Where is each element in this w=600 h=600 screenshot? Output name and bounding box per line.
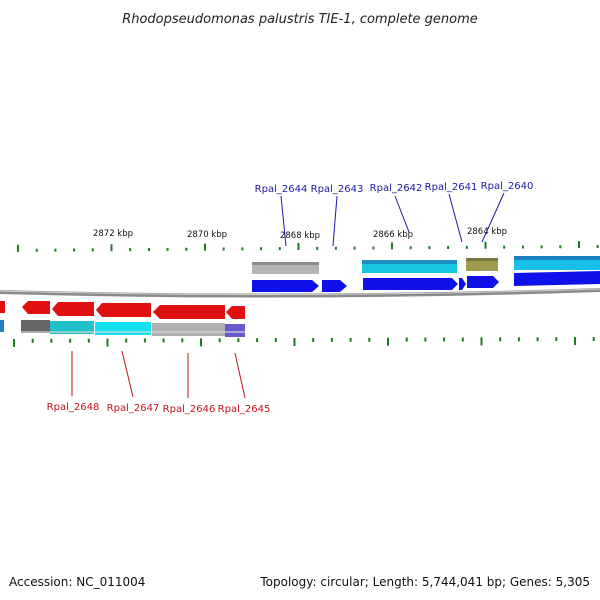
gene-arrow-rpal-2648 [52,302,94,316]
gene-label-bottom: Rpal_2645 [218,404,271,415]
feature-edge [514,256,600,260]
top-gene-labels: Rpal_2644 Rpal_2643 Rpal_2642 Rpal_2641 … [255,181,534,195]
scale-ticks-top [17,241,599,252]
scale-ticks-bottom [13,337,595,347]
gene-arrow-rpal-2646 [153,305,225,319]
feature-edge [362,260,457,264]
feature-edge [252,262,319,265]
gene-label-bottom: Rpal_2648 [47,402,100,413]
genome-summary-text: Topology: circular; Length: 5,744,041 bp… [260,575,590,589]
accession-text: Accession: NC_011004 [9,575,146,589]
bottom-gene-labels: Rpal_2648 Rpal_2647 Rpal_2646 Rpal_2645 [47,402,271,415]
gene-arrow-rpal-2640 [467,276,499,288]
scale-label: 2868 kbp [280,231,320,241]
gene-label-top: Rpal_2644 [255,184,308,195]
gene-arrow-partial [514,271,600,286]
gene-arrow-rpal-2643 [322,280,347,292]
gene-arrow-rpal-2647 [96,303,151,317]
backbone [0,288,600,298]
bottom-label-leaders [71,350,246,399]
gene-arrow-rpal-2642 [363,278,458,290]
forward-strand-features [252,256,600,292]
scale-label: 2872 kbp [93,229,133,239]
gene-label-bottom: Rpal_2647 [107,403,160,414]
feature-block [21,320,50,333]
feature-block [50,321,94,334]
reverse-strand-features [0,301,245,337]
gene-arrow [22,301,50,314]
feature-shadow [21,331,245,333]
gene-label-top: Rpal_2640 [481,181,534,192]
feature-block [466,258,498,271]
gene-label-top: Rpal_2643 [311,184,364,195]
gene-label-top: Rpal_2641 [425,182,478,193]
feature-block [0,320,4,332]
feature-block [225,324,245,337]
gene-arrow-partial [0,301,5,313]
gene-arrow-rpal-2644 [252,280,319,292]
feature-block [152,323,225,336]
scale-labels: 2872 kbp 2870 kbp 2868 kbp 2866 kbp 2864… [93,227,507,241]
gene-arrow-rpal-2645 [226,306,245,319]
gene-label-bottom: Rpal_2646 [163,404,216,415]
map-title: Rhodopseudomonas palustris TIE-1, comple… [122,12,478,27]
feature-edge [466,258,498,261]
gene-label-top: Rpal_2642 [370,183,423,194]
scale-label: 2870 kbp [187,230,227,240]
feature-block [95,322,151,335]
top-label-leaders [280,192,505,247]
scale-label: 2866 kbp [373,230,413,240]
gene-arrow-rpal-2641 [459,278,466,290]
